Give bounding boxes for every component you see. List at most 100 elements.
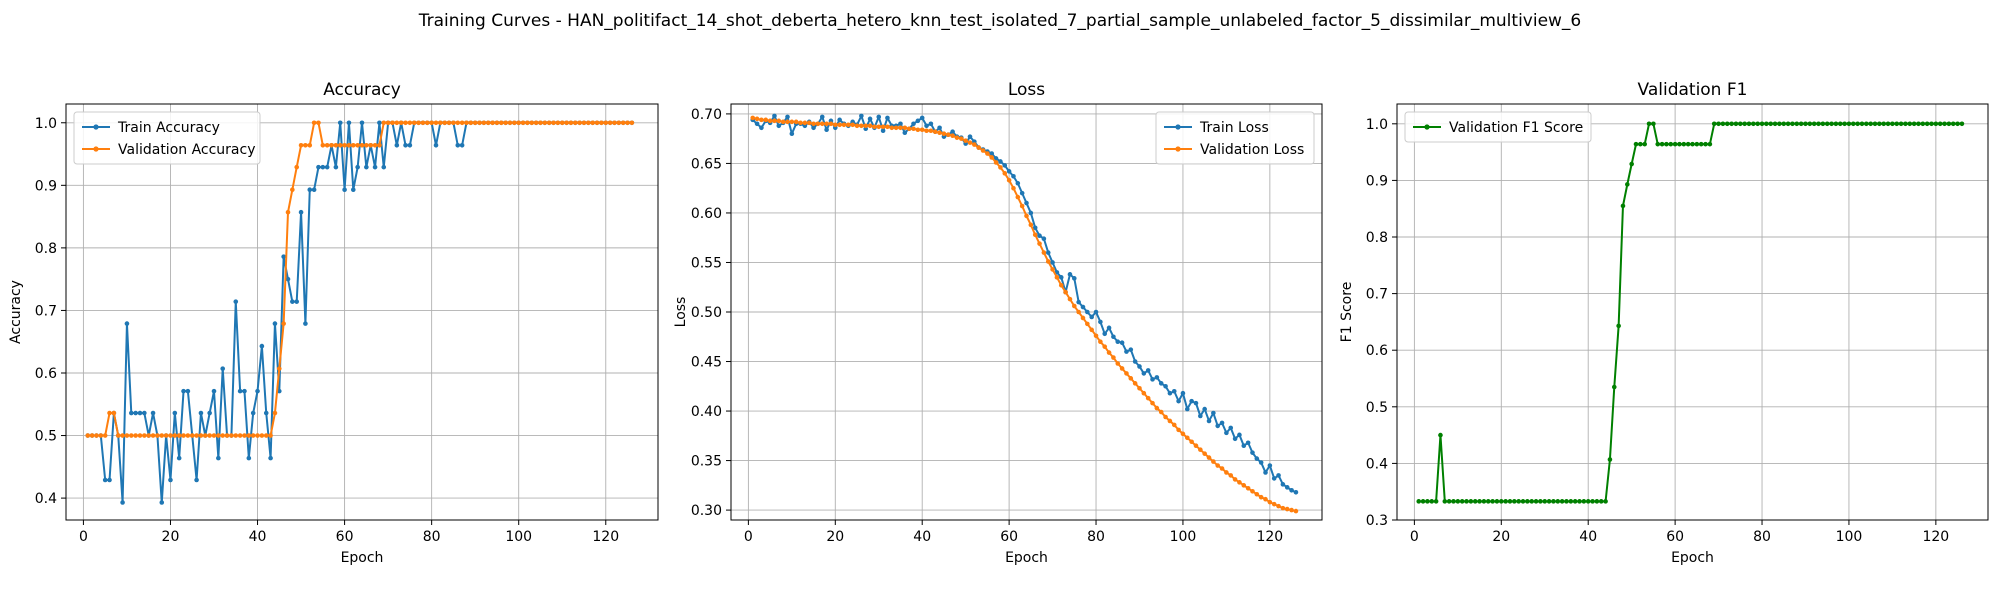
loss-data-point — [1106, 350, 1112, 355]
validation-f1-data-point — [1742, 121, 1747, 127]
validation-f1-y-axis-label: F1 Score — [1339, 282, 1355, 343]
validation-f1-data-point — [1490, 499, 1495, 504]
accuracy-data-point — [85, 433, 91, 438]
loss-data-point — [989, 155, 995, 160]
loss-data-point — [1054, 275, 1060, 280]
accuracy-data-point — [599, 120, 604, 126]
accuracy-data-point — [185, 388, 191, 394]
accuracy-data-point — [237, 388, 243, 394]
accuracy-data-point — [294, 299, 300, 304]
loss-data-point — [885, 124, 890, 130]
validation-f1-data-point — [1516, 499, 1521, 504]
accuracy-data-point — [303, 321, 308, 326]
loss-data-point — [1006, 169, 1012, 174]
validation-f1-data-point — [1955, 121, 1960, 127]
validation-f1-data-point — [1950, 121, 1956, 127]
validation-f1-data-point — [1877, 121, 1882, 127]
loss-x-tick-label: 120 — [1256, 529, 1283, 545]
loss-data-point — [1189, 439, 1194, 445]
accuracy-data-point — [572, 120, 578, 126]
loss-data-point — [1106, 325, 1112, 331]
validation-f1-plot-frame — [1396, 103, 1989, 521]
loss-data-point — [806, 120, 812, 126]
loss-data-point — [1237, 432, 1242, 438]
validation-f1-data-point — [1907, 121, 1913, 127]
accuracy-y-tick-label: 1.0 — [35, 116, 57, 132]
accuracy-data-point — [551, 120, 556, 126]
loss-data-point — [1267, 463, 1273, 468]
loss-x-tick-label: 20 — [826, 529, 844, 545]
validation-f1-data-point — [1542, 499, 1548, 504]
accuracy-data-point — [438, 120, 443, 126]
validation-f1-data-point — [1555, 499, 1561, 504]
validation-f1-data-point — [1937, 121, 1943, 127]
accuracy-data-point — [255, 433, 260, 438]
accuracy-data-point — [150, 433, 156, 438]
loss-panel: 0 20 40 60 80 100 120 0.30 0.35 0.40 0.45 0.50 0.55 0… — [673, 80, 1323, 566]
loss-data-point — [824, 127, 829, 133]
accuracy-plot-frame — [65, 103, 659, 521]
loss-data-point — [1237, 480, 1242, 485]
loss-data-point — [1063, 289, 1068, 295]
loss-data-point — [1119, 366, 1125, 371]
accuracy-data-point — [242, 388, 247, 394]
loss-data-point — [1150, 400, 1155, 406]
accuracy-data-point — [577, 120, 582, 126]
validation-f1-data-point — [1790, 121, 1795, 127]
loss-x-axis-label: Epoch — [1005, 550, 1048, 566]
accuracy-data-point — [350, 187, 356, 193]
loss-data-point — [985, 151, 990, 156]
loss-data-point — [1037, 241, 1042, 246]
accuracy-data-point — [220, 433, 226, 438]
loss-data-point — [1198, 413, 1203, 419]
loss-data-point — [906, 126, 912, 132]
accuracy-data-point — [364, 164, 369, 170]
validation-f1-x-tick-label: 0 — [1410, 529, 1419, 545]
validation-f1-data-point — [1585, 499, 1591, 504]
loss-data-point — [819, 114, 825, 120]
accuracy-y-tick-label: 0.8 — [35, 241, 57, 257]
loss-data-point — [1267, 499, 1273, 505]
loss-data-point — [1128, 347, 1134, 352]
loss-data-point — [772, 118, 777, 124]
loss-data-point — [872, 124, 877, 130]
accuracy-data-point — [176, 455, 182, 461]
loss-data-point — [876, 114, 882, 120]
loss-data-point — [1011, 174, 1016, 179]
loss-data-point — [1132, 359, 1138, 364]
accuracy-data-point — [337, 120, 343, 126]
loss-data-point — [1154, 375, 1160, 380]
accuracy-data-point — [124, 433, 130, 438]
accuracy-data-point — [337, 142, 343, 148]
accuracy-data-point — [89, 433, 95, 438]
accuracy-data-point — [546, 120, 552, 126]
validation-f1-data-point — [1933, 121, 1939, 127]
loss-data-point — [1280, 505, 1286, 511]
validation-f1-data-point — [1607, 457, 1613, 462]
accuracy-data-point — [255, 388, 260, 394]
accuracy-data-point — [120, 433, 125, 438]
loss-data-point — [1098, 339, 1103, 345]
loss-data-point — [911, 121, 916, 127]
loss-data-point — [998, 165, 1003, 170]
accuracy-data-point — [198, 433, 204, 438]
validation-f1-data-point — [1620, 203, 1626, 209]
validation-f1-data-point — [1598, 499, 1604, 504]
accuracy-data-point — [377, 142, 382, 148]
validation-f1-data-point — [1794, 121, 1800, 127]
accuracy-data-point — [320, 142, 326, 148]
loss-legend-marker — [1175, 124, 1181, 130]
validation-f1-data-point — [1850, 121, 1856, 127]
accuracy-data-point — [586, 120, 591, 126]
loss-data-point — [867, 116, 873, 122]
validation-f1-data-point — [1590, 499, 1595, 504]
loss-data-point — [1080, 315, 1086, 321]
accuracy-data-point — [459, 142, 465, 148]
loss-data-point — [1219, 420, 1225, 426]
loss-data-point — [1137, 385, 1142, 391]
loss-data-point — [1089, 327, 1094, 333]
loss-data-point — [893, 125, 899, 131]
accuracy-data-point — [429, 120, 434, 126]
validation-f1-data-point — [1468, 499, 1474, 504]
accuracy-data-point — [498, 120, 504, 126]
